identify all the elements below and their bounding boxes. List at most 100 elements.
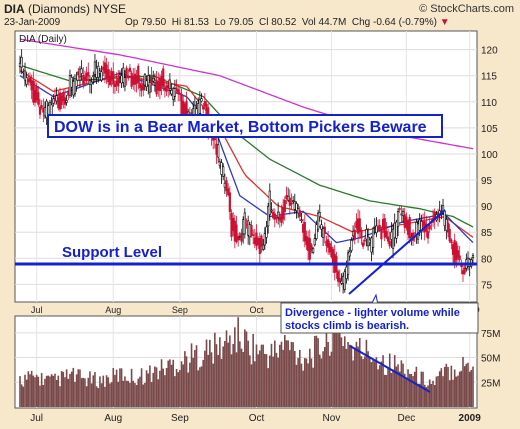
candle-body — [102, 66, 105, 71]
price-tick-label: 110 — [481, 98, 497, 109]
volume-bar — [52, 375, 55, 407]
candle-body — [325, 240, 328, 247]
volume-bar — [347, 342, 349, 407]
candle-body — [250, 225, 253, 236]
volume-bar — [363, 356, 366, 407]
candle-body — [225, 180, 228, 192]
candle-body — [370, 237, 373, 253]
change-down-icon: ▼ — [439, 17, 450, 28]
candle-body — [375, 225, 378, 234]
volume-bar — [187, 372, 190, 407]
candle-body — [390, 231, 393, 240]
volume-bar — [457, 375, 459, 407]
volume-bar — [298, 349, 301, 407]
candle-body — [118, 73, 122, 77]
price-tick-label: 75 — [481, 280, 493, 291]
volume-bar — [290, 341, 293, 407]
candle-body — [386, 236, 390, 242]
candle-body — [92, 75, 95, 77]
candle-body — [307, 237, 310, 251]
volume-bar — [24, 374, 26, 407]
candle-body — [115, 80, 118, 86]
volume-bar — [318, 354, 321, 407]
volume-x-tick: Dec — [397, 413, 415, 424]
volume-bar — [142, 384, 145, 407]
quote-low: Lo 79.05 — [214, 17, 254, 28]
volume-bar — [179, 370, 181, 407]
candle-body — [446, 222, 450, 233]
candle-body — [405, 216, 408, 229]
candle-body — [95, 68, 98, 78]
candle-body — [230, 212, 233, 237]
candle-body — [302, 224, 305, 233]
volume-bar — [122, 380, 125, 407]
candle-body — [368, 239, 371, 244]
candle-body — [170, 89, 173, 95]
candle-body — [218, 161, 221, 167]
volume-bar — [390, 372, 393, 407]
volume-bar — [100, 383, 103, 407]
volume-bar — [160, 359, 163, 407]
candle-body — [148, 82, 152, 93]
candle-body — [20, 57, 23, 68]
quote-line: Op 79.50 Hi 81.53 Lo 79.05 Cl 80.52 Vol … — [125, 17, 450, 28]
volume-bar — [170, 364, 173, 407]
volume-bar — [129, 382, 131, 407]
candle-body — [351, 230, 355, 237]
candle-body — [172, 88, 175, 100]
volume-bar — [415, 366, 418, 407]
volume-bar — [360, 356, 363, 407]
divergence-callout — [280, 302, 479, 334]
volume-bar — [82, 377, 85, 407]
candle-body — [297, 208, 300, 214]
volume-bar — [375, 357, 378, 407]
volume-bar — [79, 369, 81, 407]
volume-bar — [90, 383, 93, 407]
candle-body — [330, 246, 333, 258]
volume-bar — [185, 356, 188, 407]
volume-bar — [190, 343, 193, 407]
volume-bar — [57, 375, 60, 407]
candle-body — [167, 84, 170, 89]
quote-high: Hi 81.53 — [171, 17, 209, 28]
volume-bar — [229, 335, 231, 407]
candle-body — [32, 80, 35, 103]
candle-body — [37, 92, 40, 105]
candle-body — [175, 87, 178, 92]
volume-bar — [39, 385, 41, 407]
volume-bar — [295, 364, 298, 407]
symbol: DIA — [4, 2, 25, 16]
price-x-tick: Sep — [172, 305, 188, 315]
volume-bar — [327, 341, 329, 407]
volume-bar — [47, 375, 50, 407]
candle-body — [113, 83, 117, 88]
support-label: Support Level — [62, 244, 162, 261]
candle-body — [395, 221, 398, 239]
candle-body — [322, 228, 325, 238]
candle-body — [391, 228, 395, 249]
volume-bar — [135, 384, 138, 407]
candle-body — [400, 213, 403, 216]
candle-body — [247, 220, 250, 236]
volume-bar — [59, 386, 61, 407]
candle-body — [443, 210, 446, 227]
volume-bar — [315, 335, 318, 407]
volume-bar — [350, 345, 353, 407]
candle-body — [312, 248, 315, 253]
volume-bar — [425, 387, 428, 407]
candle-body — [396, 211, 400, 227]
volume-bar — [430, 383, 433, 407]
volume-bar — [199, 367, 201, 407]
candle-body — [252, 234, 255, 236]
candle-body — [105, 64, 108, 79]
volume-bar — [99, 376, 101, 407]
volume-bar — [77, 369, 80, 407]
candle-body — [458, 255, 461, 261]
volume-bar — [432, 380, 434, 407]
candle-body — [267, 206, 270, 227]
volume-bar — [149, 365, 151, 407]
volume-bar — [235, 352, 238, 407]
volume-bar — [102, 375, 105, 407]
volume-bar — [212, 363, 214, 407]
volume-bar — [383, 374, 386, 407]
